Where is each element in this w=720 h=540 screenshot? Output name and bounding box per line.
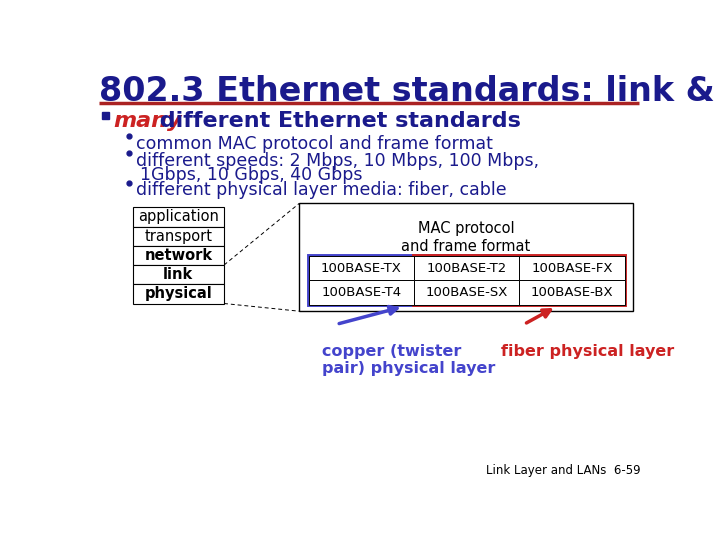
Text: 802.3 Ethernet standards: link & physical layers: 802.3 Ethernet standards: link & physica… (99, 75, 720, 108)
Text: 100BASE-BX: 100BASE-BX (531, 286, 613, 299)
Bar (132, 265, 224, 284)
Bar (309, 256, 414, 280)
Text: network: network (144, 248, 212, 263)
Text: common MAC protocol and frame format: common MAC protocol and frame format (137, 135, 493, 153)
Text: 100BASE-T4: 100BASE-T4 (321, 286, 401, 299)
Text: transport: transport (144, 228, 212, 244)
Text: many: many (113, 111, 181, 131)
Text: link: link (163, 267, 194, 282)
Text: different physical layer media: fiber, cable: different physical layer media: fiber, c… (137, 181, 507, 199)
Text: Link Layer and LANs  6-59: Link Layer and LANs 6-59 (485, 464, 640, 477)
Text: copper (twister
pair) physical layer: copper (twister pair) physical layer (323, 343, 496, 376)
Bar (309, 256, 519, 305)
Text: MAC protocol
and frame format: MAC protocol and frame format (401, 221, 531, 253)
Bar (414, 256, 625, 305)
Bar (132, 246, 224, 265)
Text: application: application (138, 210, 219, 225)
Text: different speeds: 2 Mbps, 10 Mbps, 100 Mbps,: different speeds: 2 Mbps, 10 Mbps, 100 M… (137, 152, 539, 170)
Text: 100BASE-SX: 100BASE-SX (426, 286, 508, 299)
Bar (519, 280, 625, 305)
Text: 100BASE-T2: 100BASE-T2 (426, 261, 507, 274)
Text: physical: physical (145, 286, 212, 301)
Text: fiber physical layer: fiber physical layer (500, 343, 674, 359)
Text: 100BASE-FX: 100BASE-FX (531, 261, 613, 274)
Text: 100BASE-TX: 100BASE-TX (321, 261, 402, 274)
Bar (414, 280, 519, 305)
Bar (519, 256, 625, 280)
Bar (132, 207, 224, 226)
Bar (132, 284, 224, 303)
Text: different Ethernet standards: different Ethernet standards (152, 111, 521, 131)
Bar (309, 280, 414, 305)
Bar (132, 226, 224, 246)
Bar (414, 256, 519, 280)
Bar (300, 204, 632, 311)
Text: 1Gbps, 10 Gbps, 40 Gbps: 1Gbps, 10 Gbps, 40 Gbps (140, 166, 363, 184)
Bar (102, 112, 109, 119)
